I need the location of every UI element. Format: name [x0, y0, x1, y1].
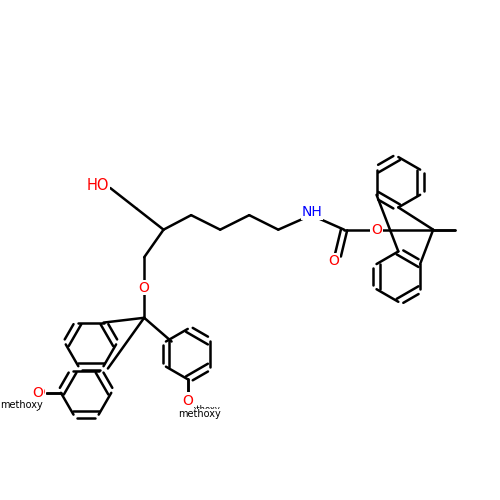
Text: HO: HO: [87, 178, 110, 192]
Text: methoxy: methoxy: [184, 408, 191, 410]
Text: methoxy: methoxy: [183, 405, 220, 414]
Text: methoxy: methoxy: [4, 402, 42, 411]
Text: methoxy: methoxy: [0, 400, 42, 410]
Text: O: O: [371, 222, 382, 236]
Text: O: O: [182, 393, 193, 406]
Text: O: O: [32, 386, 43, 400]
Text: O: O: [328, 254, 340, 268]
Text: O: O: [34, 386, 45, 400]
Text: methoxy: methoxy: [178, 409, 221, 419]
Text: O: O: [182, 394, 193, 408]
Text: NH: NH: [302, 205, 322, 219]
Text: O: O: [138, 281, 149, 295]
